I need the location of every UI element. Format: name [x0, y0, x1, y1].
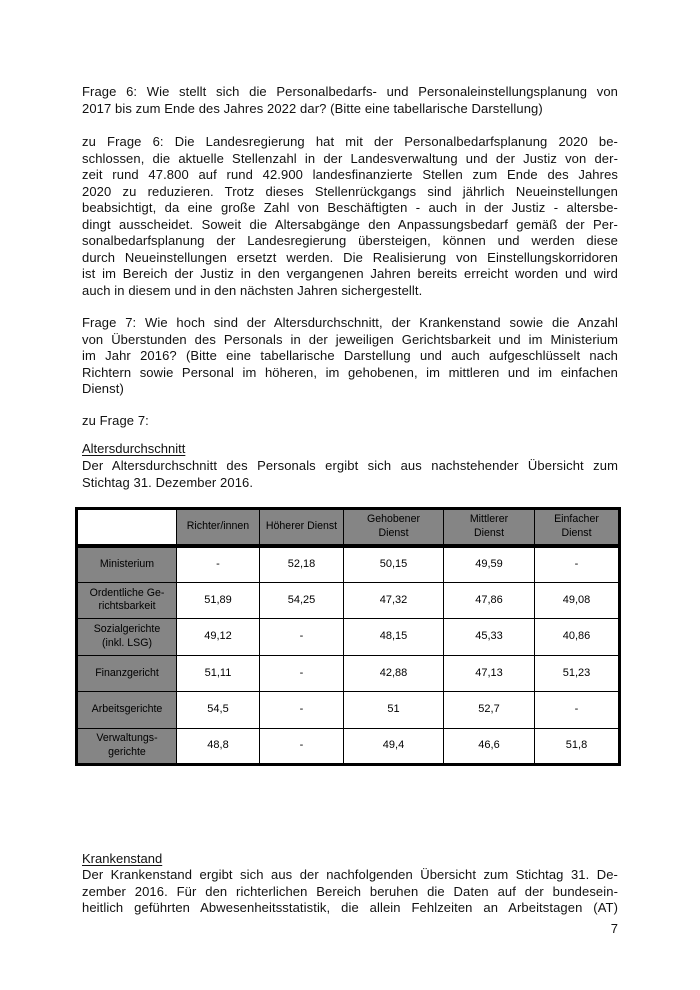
paragraph-frage6-question: Frage 6: Wie stellt sich die Personalbed…	[82, 84, 618, 117]
table-cell: 45,33	[443, 618, 535, 656]
text-line: dingt ausscheidet. Soweit die Altersabgä…	[82, 216, 618, 232]
text-line: sonalbedarfsplanung der Landesregierung …	[82, 233, 618, 248]
table-row-label: Ministerium	[76, 545, 177, 583]
text-line: heitlich geführten Abwesenheitsstatistik…	[82, 900, 618, 915]
table-row: Ordentliche Ge- richtsbarkeit 51,89 54,25 4…	[76, 581, 620, 619]
table-cell: 46,6	[443, 727, 535, 765]
table-column-header: Gehobener Dienst	[343, 508, 444, 548]
page-number: 7	[610, 921, 618, 936]
table-cell: 51,89	[176, 581, 260, 619]
heading-altersdurchschnitt: Altersdurchschnitt	[82, 441, 186, 456]
paragraph-zu-frage7: zu Frage 7:	[82, 413, 618, 430]
table-cell: 52,7	[443, 691, 535, 729]
table-cell: 51,23	[534, 654, 620, 692]
table-cell: 54,5	[176, 691, 260, 729]
table-corner-cell	[76, 508, 177, 548]
table-cell: 50,15	[343, 545, 444, 583]
text-line: Richtern sowie Personal im höheren, im g…	[82, 364, 618, 380]
table-cell: 49,12	[176, 618, 260, 656]
table-header-row: Richter/innen Höherer Dienst Gehobener Die…	[76, 508, 620, 548]
text-line: Frage 7: Wie hoch sind der Altersdurchsc…	[82, 315, 618, 330]
text-line: auch in diesem und in den nächsten Jahre…	[82, 282, 423, 298]
text-line: ist im Bereich der Justiz in den vergang…	[82, 266, 618, 281]
paragraph-frage6-answer: zu Frage 6: Die Landesregierung hat mit …	[82, 134, 618, 299]
table-cell: -	[259, 727, 344, 765]
table-cell: 47,13	[443, 654, 535, 692]
table-cell: -	[259, 618, 344, 656]
table-cell: -	[259, 654, 344, 692]
table-column-header: Einfacher Dienst	[534, 508, 620, 548]
table-row-label: Ordentliche Ge- richtsbarkeit	[76, 581, 177, 619]
table-cell: 51	[343, 691, 444, 729]
table-row-label: Verwaltungs- gerichte	[76, 727, 177, 765]
table-row-label: Finanzgericht	[76, 654, 177, 692]
paragraph-altersdurchschnitt-intro: Der Altersdurchschnitt des Personals erg…	[82, 458, 618, 491]
table-row: Verwaltungs- gerichte 48,8-49,4 46,6 51,8	[76, 727, 620, 765]
table-cell: 48,8	[176, 727, 260, 765]
text-line: zu Frage 6: Die Landesregierung hat mit …	[82, 134, 618, 149]
table-cell: 49,4	[343, 727, 444, 765]
text-line: zember 2016. Für den richterlichen Berei…	[82, 883, 618, 899]
heading-krankenstand: Krankenstand	[82, 851, 163, 866]
table-cell: -	[259, 691, 344, 729]
table-column-header: Mittlerer Dienst	[443, 508, 535, 548]
table-cell: 51,8	[534, 727, 620, 765]
table-cell: -	[534, 691, 620, 729]
table-cell: -	[534, 545, 620, 583]
table-cell: 51,11	[176, 654, 260, 692]
table-row: Ministerium -52,18 50,15 49,59-	[76, 545, 620, 583]
table-column-header: Richter/innen	[176, 508, 260, 548]
table-body: Ministerium -52,18 50,15 49,59- Ordentliche …	[76, 545, 620, 765]
table-cell: 47,32	[343, 581, 444, 619]
table-column-header: Höherer Dienst	[259, 508, 344, 548]
table-cell: 54,25	[259, 581, 344, 619]
text-line: von Überstunden des Personals in der jew…	[82, 331, 618, 347]
table-cell: 47,86	[443, 581, 535, 619]
table-cell: 40,86	[534, 618, 620, 656]
text-line: Dienst)	[82, 381, 124, 396]
table-row-label: Sozialgerichte (inkl. LSG)	[76, 618, 177, 656]
text-line: 2017 bis zum Ende des Jahres 2022 dar? (…	[82, 100, 543, 116]
table-cell: 48,15	[343, 618, 444, 656]
table-row-label: Arbeitsgerichte	[76, 691, 177, 729]
table-cell: -	[176, 545, 260, 583]
table-cell: 52,18	[259, 545, 344, 583]
text-line: Frage 6: Wie stellt sich die Personalbed…	[82, 84, 618, 99]
text-line: Der Krankenstand ergibt sich aus der nac…	[82, 867, 618, 882]
text-line: schlossen, die aktuelle Stellenzahl in d…	[82, 150, 618, 166]
paragraph-frage7-question: Frage 7: Wie hoch sind der Altersdurchsc…	[82, 315, 618, 398]
text-line: zeit rund 47.800 auf rund 42.900 landesf…	[82, 167, 618, 182]
text-line: beabsichtigt, da eine große Zahl von Bes…	[82, 200, 618, 215]
altersdurchschnitt-table: Richter/innen Höherer Dienst Gehobener Die…	[75, 507, 621, 766]
table-row: Arbeitsgerichte 54,5-51 52,7-	[76, 691, 620, 729]
table-row: Sozialgerichte (inkl. LSG) 49,12-48,15 45,…	[76, 618, 620, 656]
table-row: Finanzgericht 51,11-42,88 47,13 51,23	[76, 654, 620, 692]
text-line: durch Neueinstellungen ersetzt werden. D…	[82, 249, 618, 265]
text-line: Stichtag 31. Dezember 2016.	[82, 474, 254, 490]
table-cell: 49,59	[443, 545, 535, 583]
paragraph-krankenstand-intro: Der Krankenstand ergibt sich aus der nac…	[82, 867, 618, 917]
table-cell: 49,08	[534, 581, 620, 619]
text-line: 2020 zu reduzieren. Trotz dieses Stellen…	[82, 183, 618, 199]
text-line: Der Altersdurchschnitt des Personals erg…	[82, 458, 618, 473]
table-cell: 42,88	[343, 654, 444, 692]
text-line: zu Frage 7:	[82, 413, 149, 428]
text-line: im Jahr 2016? (Bitte eine tabellarische …	[82, 348, 618, 363]
